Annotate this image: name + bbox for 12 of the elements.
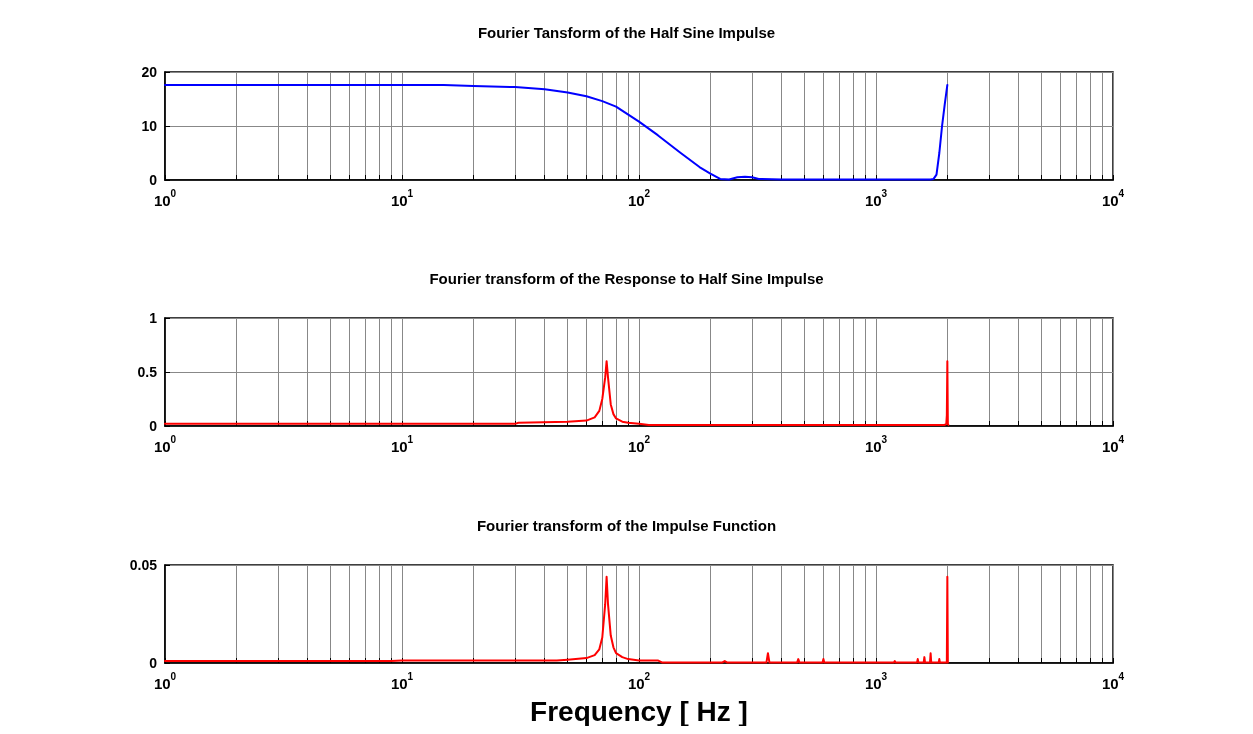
- y-tick-label: 0.05: [129, 557, 158, 573]
- y-tick-label: 0.5: [137, 364, 158, 380]
- chart-title: Fourier transform of the Response to Half Sine Impulse: [429, 270, 824, 287]
- y-tick-label: 0: [149, 172, 158, 188]
- chart-title: Fourier Tansform of the Half Sine Impulse: [477, 24, 776, 41]
- y-tick-label: 0: [149, 418, 158, 434]
- x-axis-title: Frequency [ Hz ]: [530, 695, 748, 727]
- chart-title: Fourier transform of the Impulse Function: [476, 517, 777, 534]
- y-tick-label: 10: [141, 118, 158, 134]
- y-tick-label: 20: [141, 64, 158, 80]
- y-tick-label: 0: [149, 655, 158, 671]
- y-tick-label: 1: [149, 310, 158, 326]
